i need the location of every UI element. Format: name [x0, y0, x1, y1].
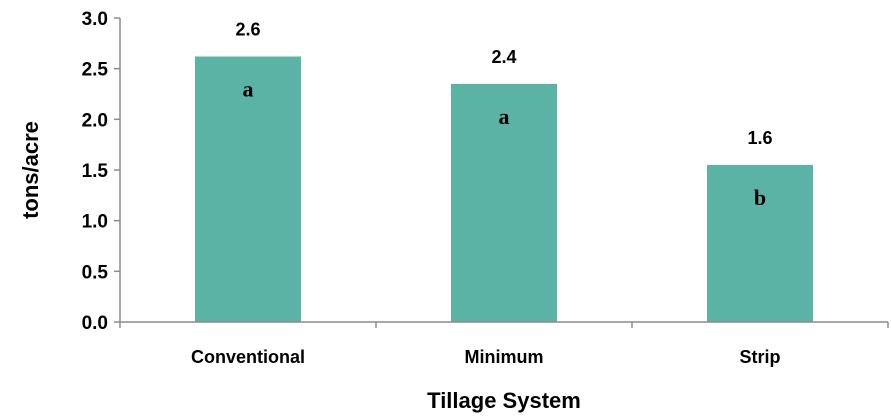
bar-value-label: 2.4 [491, 47, 516, 67]
x-category-label: Minimum [465, 347, 544, 367]
x-category-label: Strip [739, 347, 780, 367]
bars: 2.6 a Conventional 2.4 a Minimum 1.6 b Strip [191, 20, 813, 367]
bar-group-letter: a [499, 104, 510, 129]
y-axis-title: tons/acre [18, 121, 43, 219]
x-category-label: Conventional [191, 347, 305, 367]
y-tick-label: 0.0 [82, 313, 108, 334]
bar [707, 164, 813, 322]
y-tick-label: 2.5 [82, 60, 109, 81]
y-tick-label: 3.0 [82, 9, 108, 30]
bar [195, 56, 301, 323]
bar [451, 83, 557, 322]
x-axis-title: Tillage System [427, 388, 581, 413]
bar-value-label: 1.6 [747, 128, 772, 148]
y-tick-label: 2.0 [82, 110, 108, 131]
y-axis-ticks: 0.0 0.5 1.0 1.5 2.0 2.5 3.0 [82, 9, 120, 334]
bar-value-label: 2.6 [235, 20, 260, 40]
y-tick-label: 0.5 [82, 262, 109, 283]
bar-group-letter: b [754, 185, 766, 210]
bar-group-letter: a [243, 77, 254, 102]
y-tick-label: 1.0 [82, 212, 108, 233]
y-tick-label: 1.5 [82, 161, 109, 182]
x-axis-ticks [119, 322, 889, 328]
